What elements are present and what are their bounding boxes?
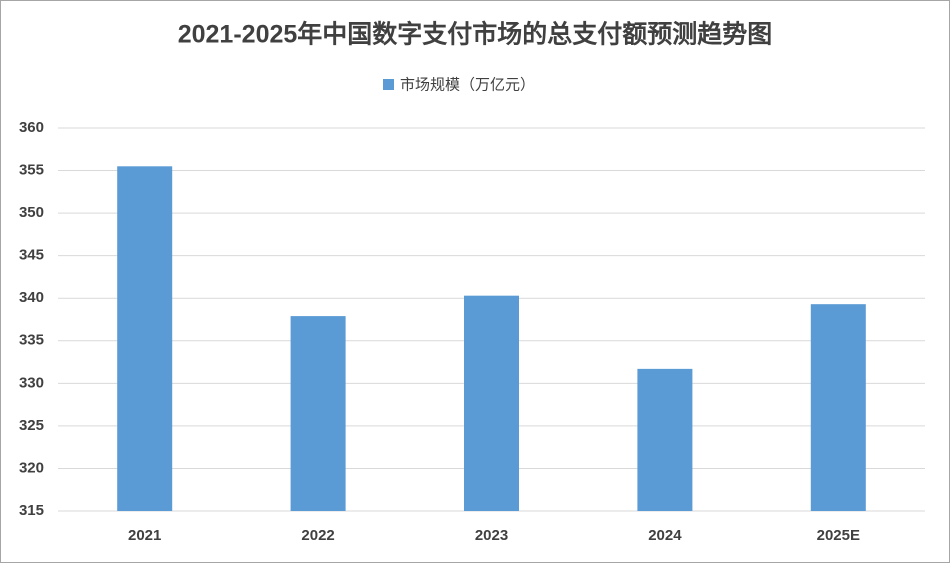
y-tick-label: 340: [19, 289, 44, 306]
y-tick-label: 320: [19, 459, 44, 476]
bar: [810, 304, 866, 511]
bar: [464, 295, 519, 511]
y-tick-label: 315: [19, 502, 44, 519]
x-tick-label: 2024: [648, 527, 682, 544]
bar: [290, 316, 346, 511]
y-tick-label: 345: [19, 247, 44, 264]
y-tick-label: 330: [19, 374, 44, 391]
x-tick-label: 2025E: [817, 527, 860, 544]
y-tick-label: 335: [19, 332, 44, 349]
bar: [117, 166, 173, 512]
x-tick-label: 2022: [301, 527, 334, 544]
legend-swatch: [383, 79, 394, 90]
x-tick-label: 2023: [475, 527, 508, 544]
y-tick-label: 360: [19, 119, 44, 136]
bar: [637, 368, 693, 511]
y-tick-label: 355: [19, 162, 44, 179]
x-tick-label: 2021: [128, 527, 161, 544]
legend-label: 市场规模（万亿元）: [400, 76, 535, 94]
chart-title: 2021-2025年中国数字支付市场的总支付额预测趋势图: [178, 20, 773, 49]
y-tick-label: 325: [19, 417, 44, 434]
y-tick-label: 350: [19, 204, 44, 221]
